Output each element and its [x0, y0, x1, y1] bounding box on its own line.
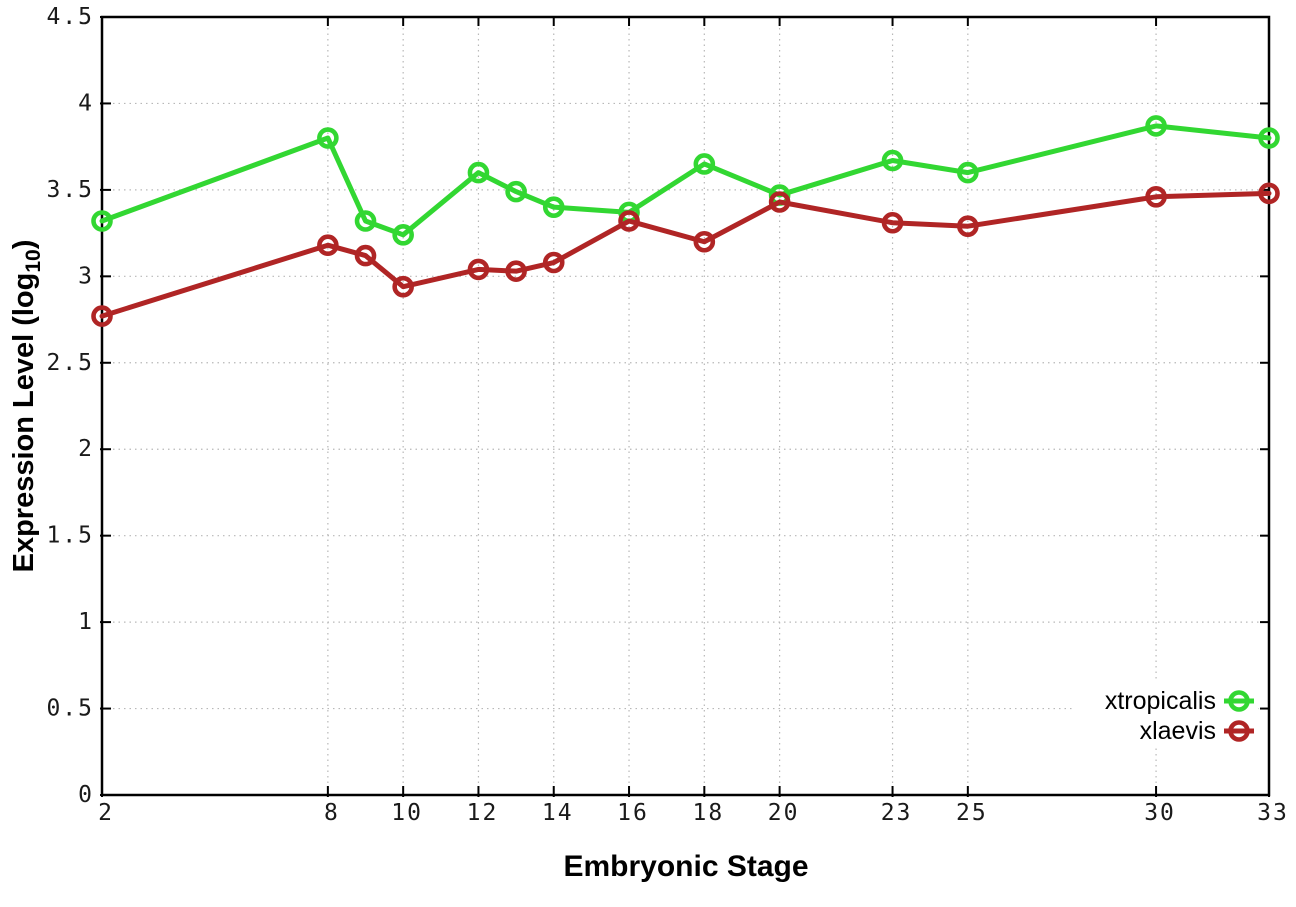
legend-background	[1072, 680, 1258, 748]
x-tick-label: 10	[391, 800, 423, 826]
x-tick-label: 20	[768, 800, 800, 826]
data-point-xlaevis	[957, 215, 979, 237]
y-axis-title: Expression Level (log10)	[8, 240, 46, 573]
y-tick-label: 0	[78, 782, 94, 808]
series-line-xtropicalis	[99, 123, 1272, 238]
series-xlaevis	[91, 182, 1280, 327]
data-point-xlaevis	[317, 234, 339, 257]
data-point-xtropicalis	[881, 149, 904, 172]
x-tick-label: 33	[1257, 800, 1289, 826]
x-tick-label: 23	[881, 800, 913, 826]
x-tick-label: 14	[542, 800, 574, 826]
data-series	[91, 115, 1280, 327]
y-tick-label: 3.5	[46, 177, 94, 203]
y-axis-title-subscript: 10	[21, 249, 45, 273]
data-point-xtropicalis	[693, 153, 716, 175]
x-tick-label: 8	[324, 800, 340, 826]
series-xtropicalis	[91, 115, 1280, 246]
data-point-xtropicalis	[1258, 127, 1280, 149]
data-point-xtropicalis	[354, 210, 377, 232]
data-point-xlaevis	[618, 210, 640, 232]
x-tick-label: 18	[692, 800, 724, 826]
legend-label-xtropicalis: xtropicalis	[1105, 687, 1216, 715]
data-point-xlaevis	[467, 258, 490, 281]
data-point-xtropicalis	[317, 127, 339, 149]
axis-ticks	[100, 16, 1270, 797]
data-point-xlaevis	[505, 260, 527, 282]
data-point-xtropicalis	[505, 180, 527, 203]
data-point-xlaevis	[693, 230, 716, 253]
legend-sample-marker-xtropicalis	[1228, 690, 1250, 712]
data-point-xtropicalis	[1145, 115, 1167, 137]
legend-label-xlaevis: xlaevis	[1140, 717, 1216, 745]
data-point-xlaevis	[768, 191, 791, 213]
x-tick-label: 2	[98, 800, 114, 826]
y-tick-label: 2	[78, 436, 94, 462]
legend-bg	[1072, 680, 1258, 748]
data-point-xlaevis	[354, 244, 377, 267]
y-axis-title-text: Expression Level (log	[8, 272, 41, 573]
x-axis-title: Embryonic Stage	[563, 850, 809, 883]
data-point-xlaevis	[542, 251, 565, 274]
y-tick-label: 2.5	[46, 350, 94, 376]
data-point-xtropicalis	[542, 196, 565, 218]
legend-sample-marker-xlaevis	[1228, 720, 1250, 742]
series-line-xlaevis	[99, 190, 1272, 319]
y-axis-title-close: )	[8, 239, 41, 250]
y-tick-label: 0.5	[46, 696, 94, 722]
plot-border	[100, 15, 1271, 797]
data-point-xtropicalis	[392, 224, 414, 246]
x-tick-label: 16	[617, 800, 649, 826]
plot-frame	[100, 15, 1271, 797]
data-point-xtropicalis	[91, 210, 113, 232]
y-tick-label: 3	[78, 263, 94, 289]
y-tick-label: 1.5	[46, 523, 94, 549]
data-point-xtropicalis	[957, 161, 979, 184]
data-point-xlaevis	[392, 275, 414, 298]
x-tick-label: 25	[956, 800, 988, 826]
x-tick-label: 30	[1144, 800, 1176, 826]
y-tick-label: 1	[78, 609, 94, 635]
gridlines	[102, 17, 1269, 795]
data-point-xtropicalis	[467, 161, 490, 184]
x-tick-label: 12	[467, 800, 499, 826]
y-tick-label: 4	[78, 90, 94, 116]
data-point-xlaevis	[91, 305, 113, 327]
y-tick-label: 4.5	[46, 4, 94, 30]
tick-labels: 0 0.5 1 1.5 2 2.5 3 3.5 4 4.5 2 8 10 12 14 16 18 20 23 25 30…	[46, 4, 1289, 826]
data-point-xlaevis	[1258, 182, 1280, 205]
data-point-xlaevis	[881, 211, 904, 234]
data-point-xlaevis	[1145, 186, 1167, 208]
